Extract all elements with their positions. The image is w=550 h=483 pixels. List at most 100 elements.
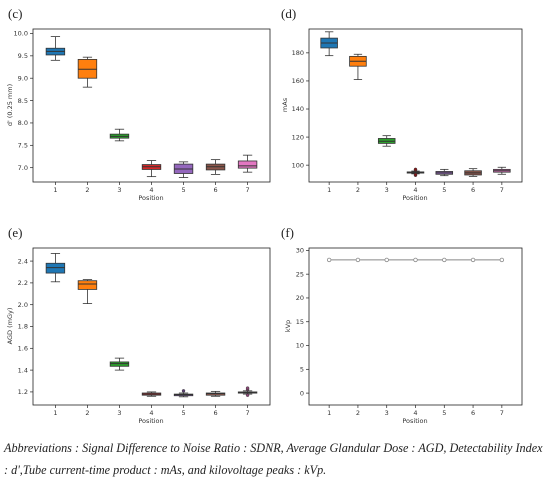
- box-outlier: [413, 173, 418, 177]
- x-tick-label: 2: [356, 409, 360, 417]
- y-tick-label: 1.6: [18, 345, 28, 353]
- box-iqr: [45, 262, 66, 274]
- panel-e-boxes: [45, 253, 258, 398]
- panel-f-ylabel: kVp: [284, 320, 292, 332]
- x-tick-label: 3: [117, 186, 121, 194]
- x-tick-label: 7: [246, 186, 250, 194]
- box-iqr: [77, 280, 98, 290]
- panel-c-x-ticks: 1 2 3 4 5 6 7: [53, 182, 250, 194]
- y-tick-label: 7.0: [18, 164, 28, 172]
- y-tick-label: 120: [292, 133, 304, 141]
- box-outlier: [245, 393, 250, 397]
- x-tick-label: 1: [327, 186, 331, 194]
- kvp-point: [384, 257, 389, 263]
- x-tick-label: 7: [500, 186, 504, 194]
- panel-f-plot-area: [308, 247, 523, 406]
- y-tick-label: 15: [296, 318, 304, 326]
- x-tick-label: 4: [413, 409, 417, 417]
- panel-f-line: [326, 257, 505, 263]
- y-tick-label: 2.4: [18, 257, 28, 265]
- y-tick-label: 9.0: [18, 74, 28, 82]
- box-iqr: [237, 160, 258, 169]
- y-tick-label: 140: [292, 105, 304, 113]
- panel-f-label: (f): [281, 225, 294, 240]
- x-tick-label: 6: [213, 186, 217, 194]
- panel-c-label: (c): [8, 6, 22, 21]
- panel-c-y-ticks: 7.0 7.5 8.0 8.5 9.0 9.5 10.0: [14, 30, 33, 172]
- panel-e-y-ticks: 1.2 1.4 1.6 1.8 2.0 2.2 2.4: [18, 257, 33, 396]
- x-tick-label: 5: [442, 186, 446, 194]
- kvp-point: [442, 257, 447, 263]
- panel-d-y-ticks: 100 120 140 160 180: [292, 49, 309, 169]
- y-tick-label: 10.0: [14, 30, 28, 38]
- kvp-point: [470, 257, 476, 263]
- panel-c-plot-area: [32, 28, 271, 183]
- x-tick-label: 1: [53, 186, 57, 194]
- y-tick-label: 1.4: [18, 366, 28, 374]
- y-tick-label: 1.2: [18, 388, 28, 396]
- panel-e-x-ticks: 1 2 3 4 5 6 7: [53, 405, 250, 417]
- y-tick-label: 10: [296, 342, 304, 350]
- x-tick-label: 3: [117, 409, 121, 417]
- panel-e-label: (e): [8, 225, 22, 240]
- panel-e-xlabel: Position: [138, 417, 163, 425]
- box-iqr: [205, 392, 226, 396]
- panel-c-ylabel: d' (0.25 mm): [6, 84, 14, 126]
- panel-e-plot-area: [32, 247, 271, 406]
- panel-c: (c) 7.0 7.5 8.0 8.5 9.0 9.5 10.0 1 2 3 4 5 6 7 Posit…: [6, 6, 271, 202]
- y-tick-label: 7.5: [18, 142, 28, 150]
- y-tick-label: 160: [292, 77, 304, 85]
- panel-d-xlabel: Position: [402, 194, 427, 202]
- x-tick-label: 1: [53, 409, 57, 417]
- x-tick-label: 4: [149, 186, 153, 194]
- y-tick-label: 180: [292, 49, 304, 57]
- y-tick-label: 2.0: [18, 301, 28, 309]
- x-tick-label: 7: [500, 409, 504, 417]
- panel-d-label: (d): [281, 6, 296, 21]
- box-iqr: [109, 361, 130, 367]
- panel-c-boxes: [45, 36, 258, 178]
- panel-d-x-ticks: 1 2 3 4 5 6 7: [327, 182, 504, 194]
- y-tick-label: 8.0: [18, 119, 28, 127]
- x-tick-label: 5: [181, 409, 185, 417]
- panel-c-xlabel: Position: [138, 194, 163, 202]
- x-tick-label: 2: [356, 186, 360, 194]
- panel-d-plot-area: [308, 28, 523, 183]
- panel-f-xlabel: Position: [402, 417, 427, 425]
- y-tick-label: 20: [296, 294, 304, 302]
- panel-e: (e) 1.2 1.4 1.6 1.8 2.0 2.2 2.4 1 2 3 4 5 6 7 Positi…: [6, 225, 271, 425]
- kvp-point: [326, 257, 332, 263]
- x-tick-label: 2: [85, 409, 89, 417]
- y-tick-label: 0: [300, 389, 304, 397]
- x-tick-label: 3: [385, 409, 389, 417]
- panel-e-ylabel: AGD (mGy): [6, 308, 14, 345]
- panel-d: (d) 100 120 140 160 180 1 2 3 4 5 6 7 Position mAs: [281, 6, 523, 202]
- panel-f: (f) 0 5 10 15 20 25 30 1 2 3 4 5 6 7 Position kVp: [281, 225, 523, 425]
- x-tick-label: 1: [327, 409, 331, 417]
- kvp-point: [499, 257, 505, 263]
- figure-caption: Abbreviations : Signal Difference to Noi…: [4, 441, 543, 477]
- panel-d-ylabel: mAs: [281, 97, 289, 112]
- x-tick-label: 6: [471, 409, 475, 417]
- kvp-point: [413, 257, 418, 263]
- x-tick-label: 6: [213, 409, 217, 417]
- box-outlier: [413, 167, 418, 172]
- panel-d-boxes: [320, 31, 511, 177]
- box-outlier: [181, 389, 186, 393]
- box-outlier: [245, 386, 250, 390]
- y-tick-label: 1.8: [18, 323, 28, 331]
- y-tick-label: 25: [296, 270, 304, 278]
- y-tick-label: 100: [292, 161, 304, 169]
- x-tick-label: 6: [471, 186, 475, 194]
- y-tick-label: 8.5: [18, 97, 28, 105]
- y-tick-label: 30: [296, 247, 304, 255]
- figure: (c) 7.0 7.5 8.0 8.5 9.0 9.5 10.0 1 2 3 4 5 6 7 Posit…: [6, 6, 523, 425]
- x-tick-label: 5: [181, 186, 185, 194]
- x-tick-label: 4: [149, 409, 153, 417]
- kvp-point: [355, 257, 361, 263]
- y-tick-label: 5: [300, 366, 304, 374]
- x-tick-label: 3: [385, 186, 389, 194]
- panel-f-x-ticks: 1 2 3 4 5 6 7: [327, 405, 504, 417]
- x-tick-label: 4: [413, 186, 417, 194]
- y-tick-label: 2.2: [18, 279, 28, 287]
